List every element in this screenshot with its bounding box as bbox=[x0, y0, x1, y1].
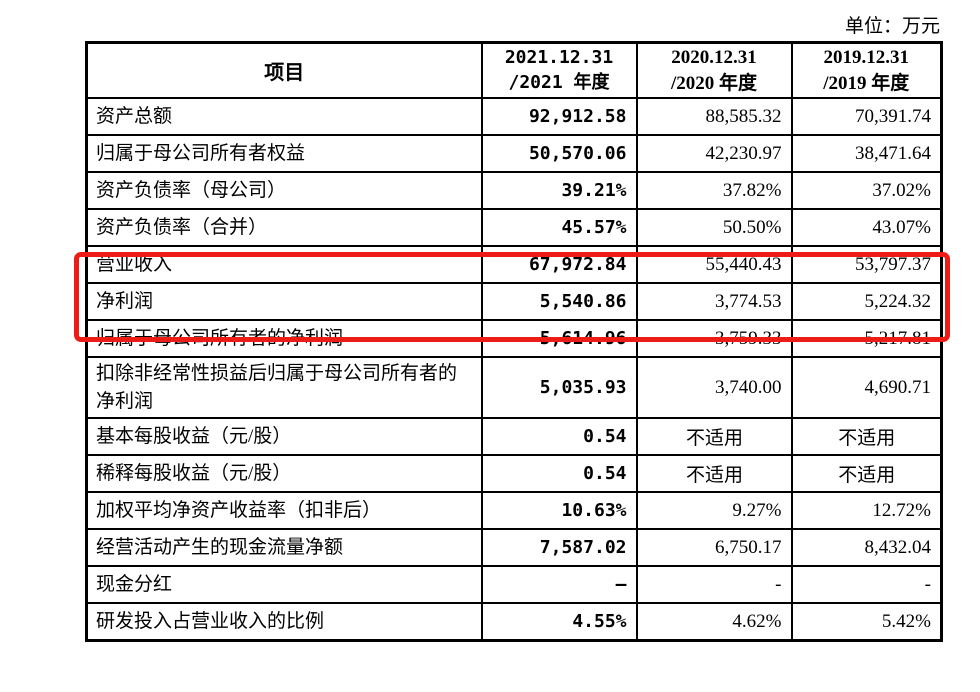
unit-label: 单位：万元 bbox=[844, 16, 940, 37]
value-2021: 7,587.02 bbox=[480, 528, 638, 568]
table-row: 资产负债率（合并） 45.57% 50.50% 43.07% bbox=[85, 208, 943, 248]
value-2021: 92,912.58 bbox=[480, 97, 638, 137]
value-2019: 38,471.64 bbox=[790, 134, 943, 174]
row-label: 现金分红 bbox=[85, 565, 483, 605]
value-2021: 0.54 bbox=[480, 417, 638, 457]
table-row: 稀释每股收益（元/股） 0.54 不适用 不适用 bbox=[85, 454, 943, 494]
value-2019: 37.02% bbox=[790, 171, 943, 211]
row-label: 营业收入 bbox=[85, 245, 483, 285]
financial-summary-table: 项目 2021.12.31 /2021 年度 2020.12.31 /2020 … bbox=[85, 41, 943, 642]
value-2019: 5.42% bbox=[790, 602, 943, 642]
value-2020: 3,740.00 bbox=[635, 356, 793, 420]
header-period-2019: 2019.12.31 /2019 年度 bbox=[790, 41, 943, 100]
table-row: 现金分红 – - - bbox=[85, 565, 943, 605]
value-2020: 42,230.97 bbox=[635, 134, 793, 174]
value-2019: 不适用 bbox=[790, 454, 943, 494]
value-2019: 不适用 bbox=[790, 417, 943, 457]
table-row: 资产总额 92,912.58 88,585.32 70,391.74 bbox=[85, 97, 943, 137]
value-2019: 53,797.37 bbox=[790, 245, 943, 285]
row-label: 经营活动产生的现金流量净额 bbox=[85, 528, 483, 568]
row-label: 扣除非经常性损益后归属于母公司所有者的净利润 bbox=[85, 356, 483, 420]
table-row-highlighted: 营业收入 67,972.84 55,440.43 53,797.37 bbox=[85, 245, 943, 285]
value-2019: 4,690.71 bbox=[790, 356, 943, 420]
table-row: 扣除非经常性损益后归属于母公司所有者的净利润 5,035.93 3,740.00 4,… bbox=[85, 356, 943, 420]
value-2019: 5,224.32 bbox=[790, 282, 943, 322]
table-row: 资产负债率（母公司） 39.21% 37.82% 37.02% bbox=[85, 171, 943, 211]
value-2020: 37.82% bbox=[635, 171, 793, 211]
value-2021: 39.21% bbox=[480, 171, 638, 211]
value-2019: 70,391.74 bbox=[790, 97, 943, 137]
table-row: 归属于母公司所有者的净利润 5,614.96 3,759.33 5,217.81 bbox=[85, 319, 943, 359]
value-2020: 50.50% bbox=[635, 208, 793, 248]
value-2020: 55,440.43 bbox=[635, 245, 793, 285]
value-2019: 8,432.04 bbox=[790, 528, 943, 568]
value-2021: 10.63% bbox=[480, 491, 638, 531]
table-row: 加权平均净资产收益率（扣非后） 10.63% 9.27% 12.72% bbox=[85, 491, 943, 531]
table-row-highlighted: 净利润 5,540.86 3,774.53 5,224.32 bbox=[85, 282, 943, 322]
header-period-2021: 2021.12.31 /2021 年度 bbox=[480, 41, 638, 100]
header-row: 项目 2021.12.31 /2021 年度 2020.12.31 /2020 … bbox=[85, 41, 943, 100]
table-row: 基本每股收益（元/股） 0.54 不适用 不适用 bbox=[85, 417, 943, 457]
value-2020: - bbox=[635, 565, 793, 605]
value-2021: 5,614.96 bbox=[480, 319, 638, 359]
value-2021: – bbox=[480, 565, 638, 605]
value-2021: 4.55% bbox=[480, 602, 638, 642]
value-2020: 不适用 bbox=[635, 454, 793, 494]
value-2020: 6,750.17 bbox=[635, 528, 793, 568]
table-body: 资产总额 92,912.58 88,585.32 70,391.74 归属于母公司所有者… bbox=[85, 97, 943, 642]
value-2021: 5,035.93 bbox=[480, 356, 638, 420]
table-row: 研发投入占营业收入的比例 4.55% 4.62% 5.42% bbox=[85, 602, 943, 642]
row-label: 资产负债率（合并） bbox=[85, 208, 483, 248]
row-label: 资产总额 bbox=[85, 97, 483, 137]
row-label: 净利润 bbox=[85, 282, 483, 322]
value-2021: 67,972.84 bbox=[480, 245, 638, 285]
value-2019: 43.07% bbox=[790, 208, 943, 248]
value-2021: 0.54 bbox=[480, 454, 638, 494]
value-2020: 4.62% bbox=[635, 602, 793, 642]
row-label: 资产负债率（母公司） bbox=[85, 171, 483, 211]
row-label: 归属于母公司所有者的净利润 bbox=[85, 319, 483, 359]
value-2020: 88,585.32 bbox=[635, 97, 793, 137]
value-2021: 50,570.06 bbox=[480, 134, 638, 174]
value-2020: 不适用 bbox=[635, 417, 793, 457]
value-2021: 45.57% bbox=[480, 208, 638, 248]
value-2021: 5,540.86 bbox=[480, 282, 638, 322]
value-2019: 12.72% bbox=[790, 491, 943, 531]
header-period-2020: 2020.12.31 /2020 年度 bbox=[635, 41, 793, 100]
row-label: 加权平均净资产收益率（扣非后） bbox=[85, 491, 483, 531]
value-2019: - bbox=[790, 565, 943, 605]
header-item: 项目 bbox=[85, 41, 483, 100]
row-label: 归属于母公司所有者权益 bbox=[85, 134, 483, 174]
row-label: 研发投入占营业收入的比例 bbox=[85, 602, 483, 642]
value-2020: 3,774.53 bbox=[635, 282, 793, 322]
value-2020: 9.27% bbox=[635, 491, 793, 531]
value-2020: 3,759.33 bbox=[635, 319, 793, 359]
table-row: 归属于母公司所有者权益 50,570.06 42,230.97 38,471.64 bbox=[85, 134, 943, 174]
row-label: 稀释每股收益（元/股） bbox=[85, 454, 483, 494]
row-label: 基本每股收益（元/股） bbox=[85, 417, 483, 457]
value-2019: 5,217.81 bbox=[790, 319, 943, 359]
table-row: 经营活动产生的现金流量净额 7,587.02 6,750.17 8,432.04 bbox=[85, 528, 943, 568]
